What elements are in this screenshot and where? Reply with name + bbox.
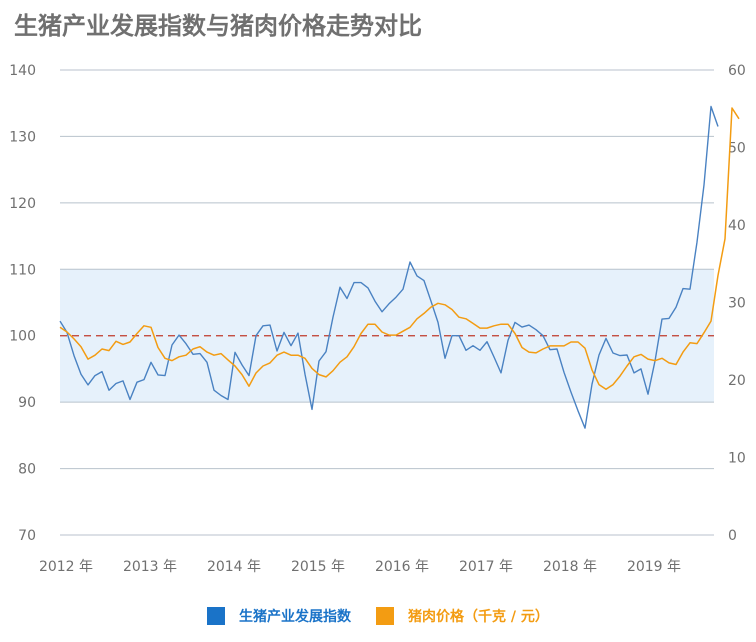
x-tick-label: 2018 年 (543, 559, 597, 575)
x-tick-label: 2016 年 (375, 559, 429, 575)
legend-label-index: 生猪产业发展指数 (239, 608, 352, 625)
x-axis-ticks: 2012 年 2013 年 2014 年 2015 年 2016 年 2017 年 2018… (39, 559, 681, 575)
x-tick-label: 2013 年 (123, 559, 177, 575)
x-tick-label: 2019 年 (627, 559, 681, 575)
right-tick-label: 60 (728, 63, 746, 79)
left-tick-label: 140 (9, 63, 36, 79)
left-tick-label: 100 (9, 329, 36, 345)
legend-swatch-index (207, 607, 225, 625)
chart-title: 生猪产业发展指数与猪肉价格走势对比 (14, 12, 422, 40)
left-tick-label: 90 (18, 395, 36, 411)
right-tick-label: 0 (728, 528, 737, 544)
left-axis-ticks: 140 130 120 110 100 90 80 70 (9, 63, 36, 544)
left-tick-label: 80 (18, 462, 36, 478)
legend-label-price: 猪肉价格（千克 / 元） (407, 608, 549, 625)
left-tick-label: 120 (9, 196, 36, 212)
series-lines (59, 105, 740, 429)
series-line-price (59, 107, 740, 391)
left-tick-label: 70 (18, 528, 36, 544)
x-tick-label: 2014 年 (207, 559, 261, 575)
right-tick-label: 30 (728, 296, 746, 312)
legend-swatch-price (376, 607, 394, 625)
right-tick-label: 50 (728, 141, 746, 157)
left-tick-label: 110 (9, 262, 36, 278)
left-tick-label: 130 (9, 129, 36, 145)
legend: 生猪产业发展指数 猪肉价格（千克 / 元） (207, 607, 549, 625)
right-tick-label: 10 (728, 451, 746, 467)
x-tick-label: 2015 年 (291, 559, 345, 575)
series-line-index (59, 105, 719, 429)
x-tick-label: 2012 年 (39, 559, 93, 575)
right-tick-label: 20 (728, 373, 746, 389)
right-axis-ticks: 60 50 40 30 20 10 0 (728, 63, 746, 544)
x-tick-label: 2017 年 (459, 559, 513, 575)
right-tick-label: 40 (728, 218, 746, 234)
grid-lines (60, 69, 714, 536)
